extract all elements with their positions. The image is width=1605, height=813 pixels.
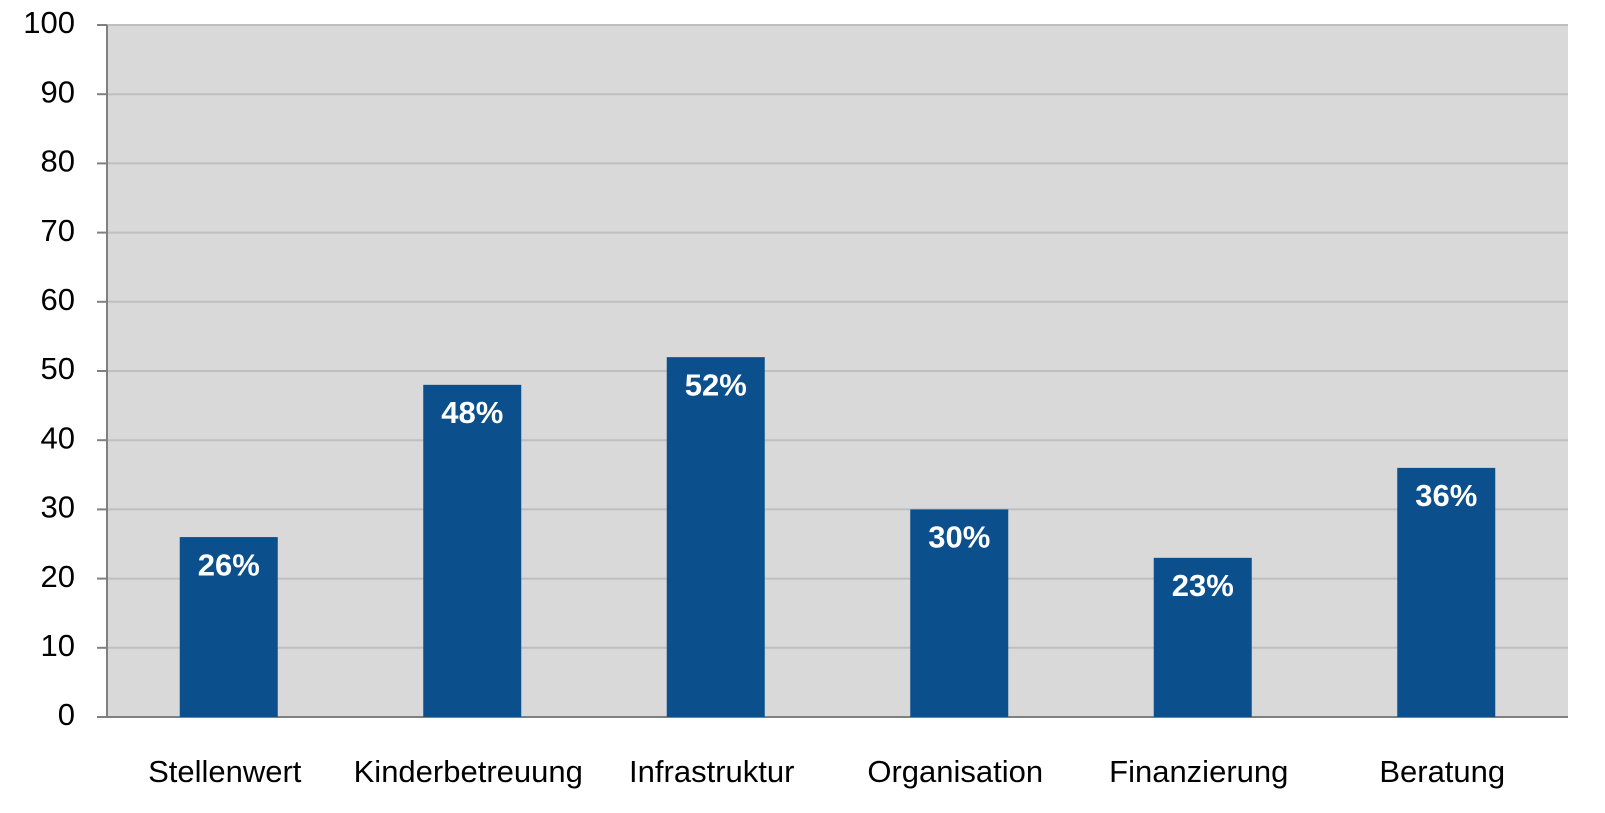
x-tick-label: Beratung — [1379, 754, 1505, 789]
y-tick-label: 80 — [41, 144, 75, 179]
bar — [666, 357, 765, 717]
value-label: 26% — [198, 547, 260, 582]
value-label: 23% — [1172, 568, 1234, 603]
y-tick-label: 40 — [41, 420, 75, 455]
y-tick-label: 90 — [41, 74, 75, 109]
y-tick-label: 60 — [41, 282, 75, 317]
x-tick-label: Infrastruktur — [629, 754, 794, 789]
value-label: 30% — [928, 520, 990, 555]
x-tick-label: Kinderbetreuung — [354, 754, 583, 789]
bar — [423, 384, 522, 717]
y-tick-label: 70 — [41, 213, 75, 248]
y-tick-label: 50 — [41, 351, 75, 386]
bar — [910, 509, 1009, 717]
bar — [179, 537, 278, 717]
y-tick-label: 0 — [58, 697, 75, 732]
x-tick-label: Stellenwert — [148, 754, 302, 789]
y-tick-label: 30 — [41, 490, 75, 525]
value-label: 52% — [685, 367, 747, 402]
y-tick-label: 100 — [23, 5, 75, 40]
x-tick-label: Organisation — [867, 754, 1043, 789]
x-tick-label: Finanzierung — [1109, 754, 1288, 789]
y-tick-label: 10 — [41, 628, 75, 663]
value-label: 48% — [441, 395, 503, 430]
value-label: 36% — [1415, 478, 1477, 513]
bar — [1397, 467, 1496, 717]
bar — [1153, 557, 1252, 717]
y-tick-label: 20 — [41, 559, 75, 594]
